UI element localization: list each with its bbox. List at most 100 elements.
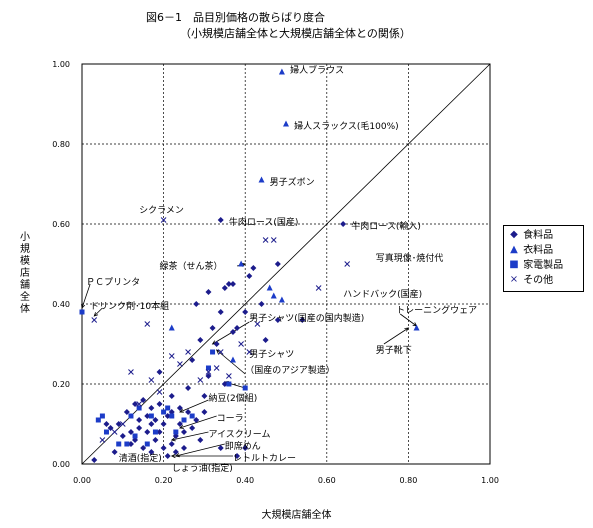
data-point-food [164,453,171,459]
data-point-appliances [124,441,130,447]
data-point-food [189,357,196,363]
tick-labels: 0.00 0.20 0.40 0.60 0.80 1.00 0.00 0.20 0.40 0.60… [52,60,499,485]
data-point-food [229,281,236,287]
legend: ◆ 食料品 ▲ 衣料品 ■ 家電製品 × その他 [503,225,584,292]
data-point-appliances [169,413,175,419]
data-point-food [193,301,200,307]
data-point-food [103,421,110,427]
data-point-appliances [148,413,154,419]
annotation-label: レトルトカレー [233,453,296,464]
data-point-food [274,261,281,267]
data-point-food [221,285,228,291]
data-point-clothing [168,324,175,331]
data-point-food [274,317,281,323]
data-point-food [132,401,139,407]
data-point-food [176,421,183,427]
data-point-food [140,445,147,451]
annotation-arrow [81,283,91,309]
data-point-food [136,425,143,431]
data-point-clothing [278,68,285,75]
annotation-label: 婦人ブラウス [290,64,344,76]
legend-item-food: ◆ 食料品 [508,228,553,242]
data-point-appliances [205,365,211,371]
arrow-head [179,424,184,429]
data-point-appliances [242,385,248,391]
annotation-arrow [171,431,209,441]
data-point-food [111,449,118,455]
data-point-food [185,385,192,391]
triangle-marker-icon: ▲ [510,244,518,255]
data-point-food [234,325,241,331]
square-marker-icon: ■ [509,259,519,270]
data-point-food [144,413,151,419]
data-point-other [205,369,212,375]
data-point-food [140,397,147,403]
y-axis-label: 小規模店舗全体 [20,232,30,315]
data-point-food [217,217,224,223]
data-point-food [250,265,257,271]
data-point-food [258,301,265,307]
data-point-food [221,381,228,387]
data-point-appliances [128,413,134,419]
data-point-other [185,349,191,355]
data-point-other [254,321,261,327]
data-point-food [181,429,187,435]
data-point-appliances [226,381,232,387]
data-point-other [213,365,220,371]
annotation-label: コーラ [217,413,244,424]
y-tick-label: 0.40 [52,300,70,309]
data-point-other [136,401,142,407]
data-point-food [217,309,224,315]
data-point-food [262,337,269,343]
data-points [79,68,420,463]
data-point-food [340,221,347,227]
annotation-arrow [93,307,103,317]
legend-item-appliances: ■ 家電製品 [508,258,563,272]
x-tick-label: 0.60 [318,476,336,485]
annotation-label: 牛肉ロース(輸入) [351,220,421,232]
data-point-appliances [136,405,142,411]
data-point-appliances [173,429,179,435]
annotation-label: 牛肉ロース(国産) [229,216,299,228]
data-point-appliances [181,417,187,423]
annotation-label: ドリンク剤･10本組 [90,300,169,312]
data-point-food [201,393,208,399]
arrow-head [404,327,410,332]
x-tick-label: 0.00 [73,476,91,485]
data-point-other [160,217,167,223]
data-point-food [213,341,220,347]
data-point-appliances [99,413,105,419]
data-point-food [152,417,159,423]
data-point-other [270,237,277,243]
annotation-label: （国産のアジア製造） [245,364,335,376]
data-point-food [185,409,192,415]
data-point-other [246,349,253,355]
chart-title: 図6－1 品目別価格の散らばり度合 [146,11,325,24]
data-point-other [144,321,151,327]
arrow-head [170,437,176,442]
x-tick-label: 0.20 [155,476,173,485]
data-point-food [229,329,236,335]
data-point-food [217,445,224,451]
data-point-food [205,289,212,295]
data-point-food [127,429,134,435]
annotation-arrow [383,327,409,345]
axes [81,63,491,465]
data-point-food [123,409,130,415]
data-point-food [176,405,183,411]
data-point-food [242,445,249,451]
data-point-other [262,237,269,243]
annotation-label: 納豆(2個組) [208,392,257,404]
data-point-food [168,393,175,399]
arrow-head [93,312,99,317]
arrow-head [81,303,86,309]
annotation-arrow [175,443,225,457]
data-point-food [225,281,232,287]
data-point-food [144,429,151,435]
annotation-label: 緑茶（せん茶） [160,260,223,272]
data-point-appliances [132,433,138,439]
data-point-other [168,353,175,359]
data-point-other [111,429,118,435]
data-point-food [119,433,126,439]
